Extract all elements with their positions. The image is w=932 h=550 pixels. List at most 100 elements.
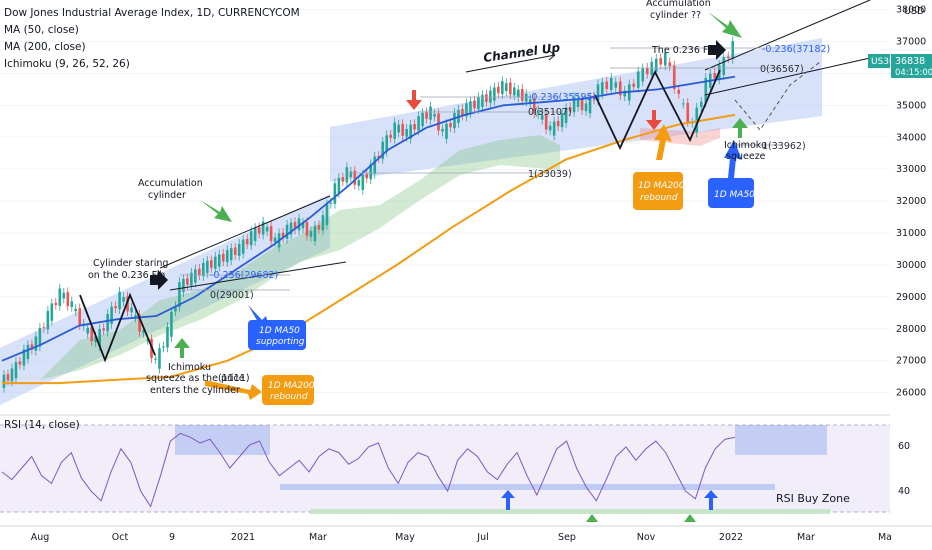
candle-body [677,89,681,94]
candle-body [433,114,436,117]
candle-body [154,358,157,360]
rsi-tick-60: 60 [898,441,910,452]
x-tick-label: 9 [169,532,175,543]
candle-body [18,361,22,365]
candle-body [118,291,121,310]
candle-body [623,90,627,97]
candle-body [182,279,185,293]
candle-body [2,374,6,388]
accum1-l2: cylinder [148,190,186,201]
candle-body [369,164,373,180]
candle-body [393,122,396,139]
candle-body [138,314,141,332]
candle-body [614,82,618,88]
accum2-l1: Accumulation [646,0,711,9]
y-tick-label: 26000 [896,388,926,399]
candle-body [142,330,145,333]
candle-body [713,72,717,79]
candle-body [349,171,353,178]
candle-body [584,103,588,112]
candle-body [588,97,592,114]
cyl-fib-l2: on the 0.236 Fib [88,270,165,281]
y-tick-label: 28000 [896,324,926,335]
candle-body [110,306,113,325]
candle-body [505,83,508,91]
candle-body [54,302,58,305]
candle-body [650,61,654,76]
candle-body [305,221,309,236]
candle-body [361,174,365,190]
candle-body [493,87,496,101]
candle-body [321,215,325,231]
y-tick-label: 31000 [896,228,926,239]
zigzag-2 [594,69,721,151]
candle-body [481,94,484,107]
candle-body [548,125,552,131]
y-tick-label: 30000 [896,260,926,271]
x-tick-label: 2022 [719,532,743,543]
candle-body [229,248,233,261]
channel-up-band-2 [330,38,822,182]
candle-body [413,124,416,130]
candle-body [237,243,241,256]
legend-ma200: MA (200, close) [4,41,86,53]
candle-body [10,368,14,382]
rsi-line [1,432,736,508]
x-tick-label: Sep [558,532,576,543]
y-tick-label: 29000 [896,292,926,303]
candle-body [106,314,109,332]
candle-body [269,226,273,242]
candle-body [134,315,137,318]
candle-body [556,120,560,127]
candle-body [596,84,600,101]
candle-body [293,221,297,230]
candle-body [401,124,404,136]
candle-body [198,268,201,276]
candle-body [357,180,361,186]
candle-body [46,310,50,330]
candle-body [257,227,261,234]
ichimoku-cloud [40,135,560,380]
candle-body [6,374,10,381]
candle-body [329,202,333,204]
candle-body [50,303,54,321]
ma50-supporting-l1: 1D MA50 [259,326,300,336]
candle-body [166,326,169,348]
candle-body [94,336,97,343]
x-tick-label: Nov [637,532,656,543]
candle-body [78,308,82,326]
candle-body [178,282,181,307]
candle-body [217,254,221,267]
cyl-fib-l1: Cylinder staring [93,258,168,269]
ma50-box-label: 1D MA50 [714,190,755,200]
candle-body [285,224,289,239]
candle-body [102,328,105,331]
trend-line-4 [704,57,871,96]
candle-body [122,297,125,302]
candle-body [345,167,349,183]
candle-body [632,83,636,87]
candle-body [429,106,432,120]
candle-body [30,344,34,350]
fib236-label: The 0.236 Fib [651,45,716,56]
ma50-line [1,75,736,362]
candle-body [469,101,472,114]
candle-body [686,102,690,122]
candle-body [564,107,568,123]
accum2-l2: cylinder ?? [650,10,701,21]
candle-body [699,101,703,108]
candle-body [26,344,30,360]
candle-body [245,238,249,245]
price-tag-value: 36838 [895,56,925,67]
candle-body [158,348,161,369]
candle-body [233,247,237,255]
ma200-rebound2-l2: rebound [640,193,678,203]
candle-body [70,301,74,307]
candle-body [42,327,46,329]
candle-body [317,225,321,230]
candle-body [532,98,536,114]
zigzag-1 [79,292,156,363]
x-tick-label: 2021 [231,532,255,543]
x-tick-label: Ma [878,532,892,543]
